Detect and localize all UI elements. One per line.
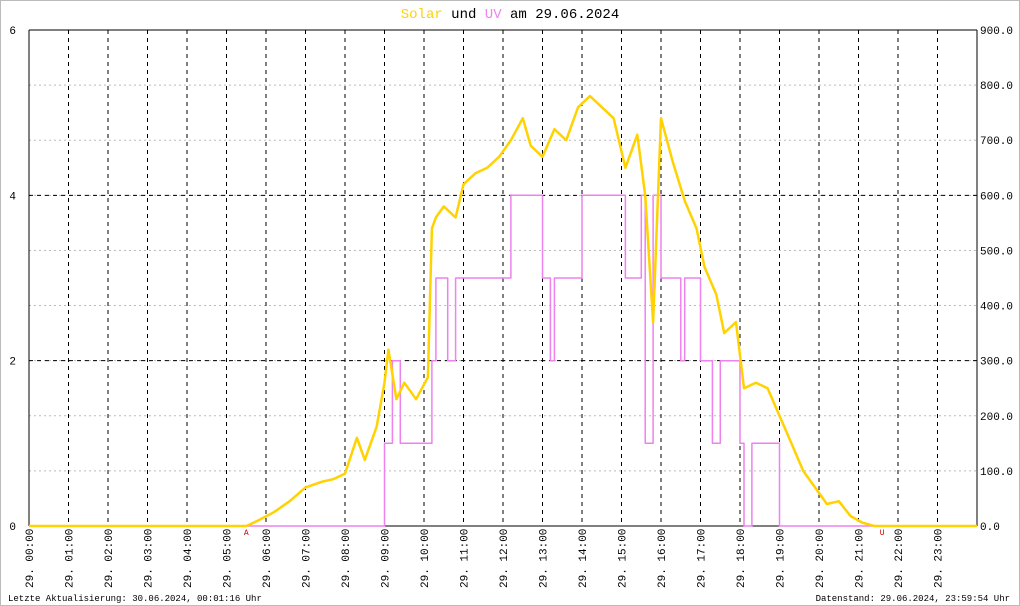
x-tick-label: 29. 05:00 <box>223 529 235 588</box>
x-tick-label: 29. 15:00 <box>618 529 630 588</box>
x-tick-label: 29. 09:00 <box>381 529 393 588</box>
x-tick-label: 29. 17:00 <box>697 529 709 588</box>
y-tick-label: 2 <box>9 357 16 369</box>
x-tick-label: 29. 12:00 <box>499 529 511 588</box>
title-uv: UV <box>485 7 502 23</box>
x-tick-label: 29. 07:00 <box>302 529 314 588</box>
footer-left: Letzte Aktualisierung: 30.06.2024, 00:01… <box>8 594 262 604</box>
y2-tick-label: 500.0 <box>980 246 1013 258</box>
x-tick-label: 29. 23:00 <box>934 529 946 588</box>
title-solar: Solar <box>401 7 443 23</box>
series-line <box>29 194 977 527</box>
y2-tick-label: 200.0 <box>980 412 1013 424</box>
x-tick-label: 29. 18:00 <box>736 529 748 588</box>
title-word: und <box>451 7 476 23</box>
series-line <box>29 94 977 528</box>
y2-tick-label: 600.0 <box>980 191 1013 203</box>
y2-tick-label: 0.0 <box>980 522 1000 534</box>
x-tick-label: 29. 01:00 <box>65 529 77 588</box>
annotation: A <box>244 529 249 538</box>
x-tick-label: 29. 04:00 <box>183 529 195 588</box>
y-tick-label: 0 <box>9 522 16 534</box>
x-tick-label: 29. 06:00 <box>262 529 274 588</box>
y2-tick-label: 800.0 <box>980 81 1013 93</box>
footer-right: Datenstand: 29.06.2024, 23:59:54 Uhr <box>816 594 1010 604</box>
x-tick-label: 29. 03:00 <box>144 529 156 588</box>
x-tick-label: 29. 11:00 <box>460 529 472 588</box>
x-tick-label: 29. 14:00 <box>578 529 590 588</box>
y2-tick-label: 100.0 <box>980 467 1013 479</box>
x-tick-label: 29. 20:00 <box>815 529 827 588</box>
y2-tick-label: 700.0 <box>980 136 1013 148</box>
y2-tick-label: 300.0 <box>980 357 1013 369</box>
x-tick-label: 29. 08:00 <box>341 529 353 588</box>
x-tick-label: 29. 10:00 <box>420 529 432 588</box>
x-tick-label: 29. 16:00 <box>657 529 669 588</box>
y-tick-label: 6 <box>9 26 16 38</box>
y-tick-label: 4 <box>9 191 16 203</box>
x-tick-label: 29. 13:00 <box>539 529 551 588</box>
x-tick-label: 29. 21:00 <box>855 529 867 588</box>
x-tick-label: 29. 02:00 <box>104 529 116 588</box>
x-tick-label: 29. 00:00 <box>25 529 37 588</box>
y2-tick-label: 400.0 <box>980 302 1013 314</box>
x-tick-label: 29. 19:00 <box>776 529 788 588</box>
annotation: U <box>880 529 885 538</box>
x-tick-label: 29. 22:00 <box>894 529 906 588</box>
chart-title: Solar und UV am 29.06.2024 <box>401 7 619 23</box>
title-word: am 29.06.2024 <box>510 7 619 23</box>
y2-tick-label: 900.0 <box>980 26 1013 38</box>
